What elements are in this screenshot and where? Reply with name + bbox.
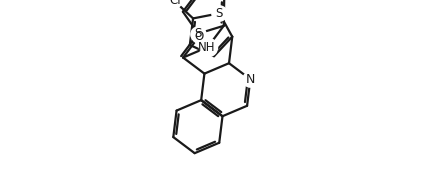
Text: O: O xyxy=(194,30,204,43)
Text: Cl: Cl xyxy=(169,0,181,7)
Text: NH: NH xyxy=(198,41,215,54)
Text: N: N xyxy=(246,73,256,86)
Text: S: S xyxy=(194,27,202,40)
Text: S: S xyxy=(216,7,223,20)
